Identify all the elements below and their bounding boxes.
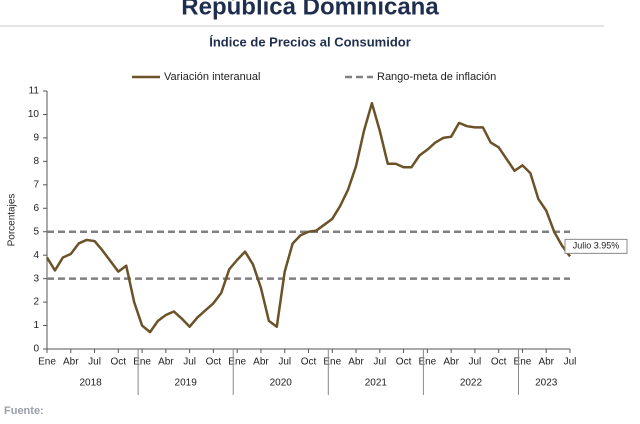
year-label: 2020 xyxy=(270,378,293,389)
annotation-box xyxy=(564,238,628,254)
year-label: 2023 xyxy=(535,378,558,389)
y-tick-label: 3 xyxy=(33,273,39,284)
x-tick-label: Oct xyxy=(206,357,222,368)
x-tick-label: Jul xyxy=(564,357,577,368)
x-tick-label: Jul xyxy=(373,357,386,368)
y-tick-label: 1 xyxy=(33,320,39,331)
year-label: 2022 xyxy=(460,378,483,389)
y-tick-label: 0 xyxy=(33,344,39,355)
year-label: 2021 xyxy=(365,378,388,389)
x-tick-label: Oct xyxy=(301,357,317,368)
y-tick-label: 5 xyxy=(33,226,39,237)
x-tick-label: Abr xyxy=(443,357,459,368)
annotation: Julio 3.95% xyxy=(573,241,620,251)
x-tick-label: Abr xyxy=(348,357,364,368)
y-tick-label: 2 xyxy=(33,297,39,308)
y-tick-label: 7 xyxy=(33,179,39,190)
x-tick-label: Abr xyxy=(253,357,269,368)
y-tick-label: 6 xyxy=(33,203,39,214)
x-tick-label: Abr xyxy=(63,357,79,368)
year-label: 2019 xyxy=(175,378,198,389)
y-tick-label: 4 xyxy=(33,250,39,261)
x-tick-label: Abr xyxy=(158,357,174,368)
y-tick-label: 8 xyxy=(33,156,39,167)
x-tick-label: Ene xyxy=(38,357,56,368)
x-tick-label: Oct xyxy=(396,357,412,368)
x-tick-label: Ene xyxy=(228,357,246,368)
y-tick-label: 9 xyxy=(33,133,39,144)
x-tick-label: Ene xyxy=(514,357,532,368)
x-tick-label: Jul xyxy=(88,357,101,368)
series-line xyxy=(45,101,571,334)
legend-label: Variación interanual xyxy=(164,71,260,83)
year-label: 2018 xyxy=(79,378,102,389)
chart-title: República Dominicana xyxy=(181,0,439,20)
x-tick-label: Ene xyxy=(323,357,341,368)
x-tick-label: Oct xyxy=(491,357,507,368)
x-tick-label: Ene xyxy=(418,357,436,368)
x-tick-label: Abr xyxy=(538,357,554,368)
y-axis-label: Porcentajes xyxy=(7,194,18,247)
chart-subtitle: Índice de Precios al Consumidor xyxy=(209,34,411,49)
legend-label: Rango-meta de inflación xyxy=(377,71,496,83)
y-tick-label: 10 xyxy=(28,109,40,120)
x-tick-label: Oct xyxy=(111,357,127,368)
x-tick-label: Jul xyxy=(183,357,196,368)
x-tick-label: Jul xyxy=(278,357,291,368)
x-tick-label: Ene xyxy=(133,357,151,368)
source: Fuente: xyxy=(4,405,44,417)
y-tick-label: 11 xyxy=(29,86,40,97)
x-tick-label: Jul xyxy=(469,357,482,368)
